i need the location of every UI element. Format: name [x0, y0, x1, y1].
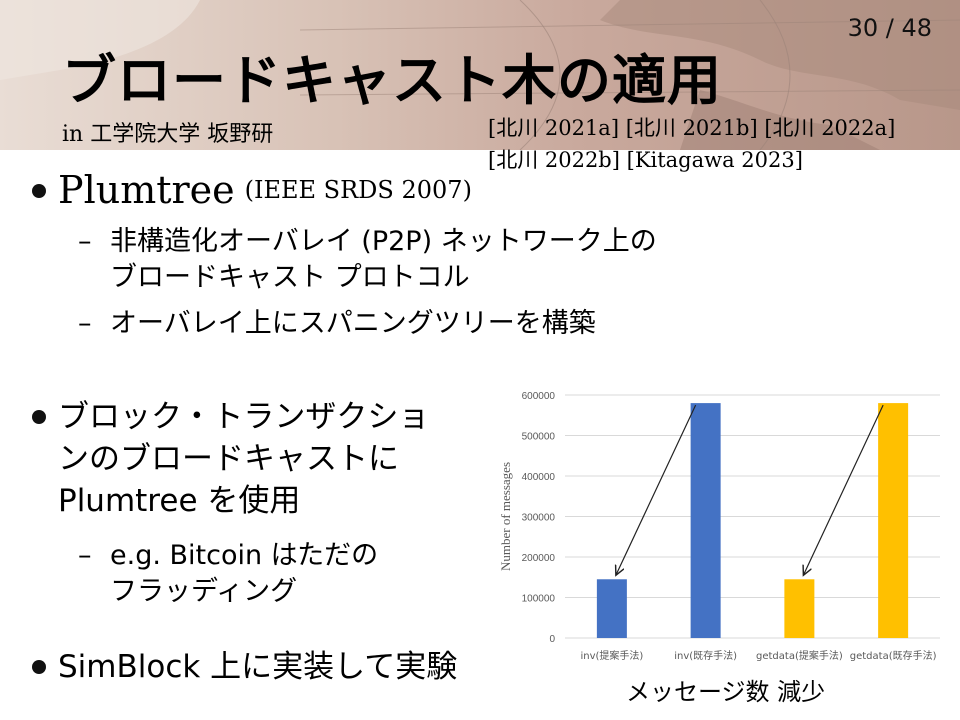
- y-tick-label: 200000: [522, 553, 556, 564]
- dash-marker: –: [78, 226, 92, 257]
- chart-caption: メッセージ数 減少: [626, 678, 826, 706]
- header-banner: 30 / 48 ブロードキャスト木の適用 in 工学院大学 坂野研: [0, 0, 960, 150]
- y-axis-label: Number of messages: [498, 462, 513, 571]
- x-tick-label: inv(既存手法): [674, 649, 737, 662]
- sub-bullet-1: – 非構造化オーバレイ (P2P) ネットワーク上の ブロードキャスト プロトコ…: [78, 224, 657, 296]
- y-tick-label: 500000: [522, 432, 556, 443]
- messages-bar-chart: 0 100000 200000 300000 400000 500000 600000 Num…: [498, 391, 940, 662]
- x-tick-label: getdata(提案手法): [756, 649, 843, 662]
- y-tick-label: 400000: [522, 472, 556, 483]
- references-line-1: [北川 2021a] [北川 2021b] [北川 2022a]: [488, 116, 896, 140]
- bullet-block-broadcast: ブロック・トランザクショ ンのブロードキャストに Plumtree を使用: [32, 396, 429, 522]
- block-line-3: Plumtree を使用: [58, 483, 301, 519]
- x-tick-label: getdata(既存手法): [850, 649, 937, 662]
- affiliation: in 工学院大学 坂野研: [62, 122, 274, 147]
- bullet-dot: [32, 184, 46, 198]
- plumtree-heading: Plumtree: [58, 168, 235, 212]
- eg-line-1: e.g. Bitcoin はただの: [110, 540, 379, 571]
- world-map-background: [0, 0, 960, 150]
- annotation-arrow: [616, 404, 697, 575]
- simblock-text: SimBlock 上に実装して実験: [58, 649, 458, 685]
- references: [北川 2021a] [北川 2021b] [北川 2022a] [北川 202…: [488, 112, 948, 176]
- bar: [690, 403, 721, 638]
- eg-line-2: フラッディング: [110, 576, 298, 607]
- slide-title: ブロードキャスト木の適用: [62, 49, 722, 112]
- y-tick-label: 100000: [522, 594, 556, 605]
- sub-bullet-2: – オーバレイ上にスパニングツリーを構築: [78, 306, 596, 342]
- block-line-2: ンのブロードキャストに: [58, 441, 399, 477]
- bullet-simblock: SimBlock 上に実装して実験: [32, 646, 457, 688]
- bullet-plumtree: Plumtree (IEEE SRDS 2007): [32, 168, 472, 212]
- dash-marker: –: [78, 540, 92, 571]
- y-tick-label: 600000: [522, 391, 556, 402]
- bar: [878, 403, 909, 638]
- block-line-1: ブロック・トランザクショ: [58, 399, 430, 435]
- bar: [596, 579, 627, 638]
- bullet-dot: [32, 410, 46, 424]
- sub-bullet-1-line-2: ブロードキャスト プロトコル: [110, 262, 470, 293]
- references-line-2: [北川 2022b] [Kitagawa 2023]: [488, 148, 803, 172]
- dash-marker: –: [78, 308, 92, 339]
- sub-bullet-1-line-1: 非構造化オーバレイ (P2P) ネットワーク上の: [110, 226, 657, 257]
- sub-bullet-2-text: オーバレイ上にスパニングツリーを構築: [110, 308, 596, 339]
- y-tick-label: 0: [549, 634, 555, 645]
- bar: [784, 579, 815, 638]
- page-number: 30 / 48: [847, 14, 932, 42]
- annotation-arrow: [803, 404, 884, 575]
- x-tick-label: inv(提案手法): [580, 649, 643, 662]
- plumtree-venue: (IEEE SRDS 2007): [244, 176, 472, 204]
- sub-bullet-eg: – e.g. Bitcoin はただの フラッディング: [78, 538, 378, 610]
- y-tick-label: 300000: [522, 513, 556, 524]
- bullet-dot: [32, 660, 46, 674]
